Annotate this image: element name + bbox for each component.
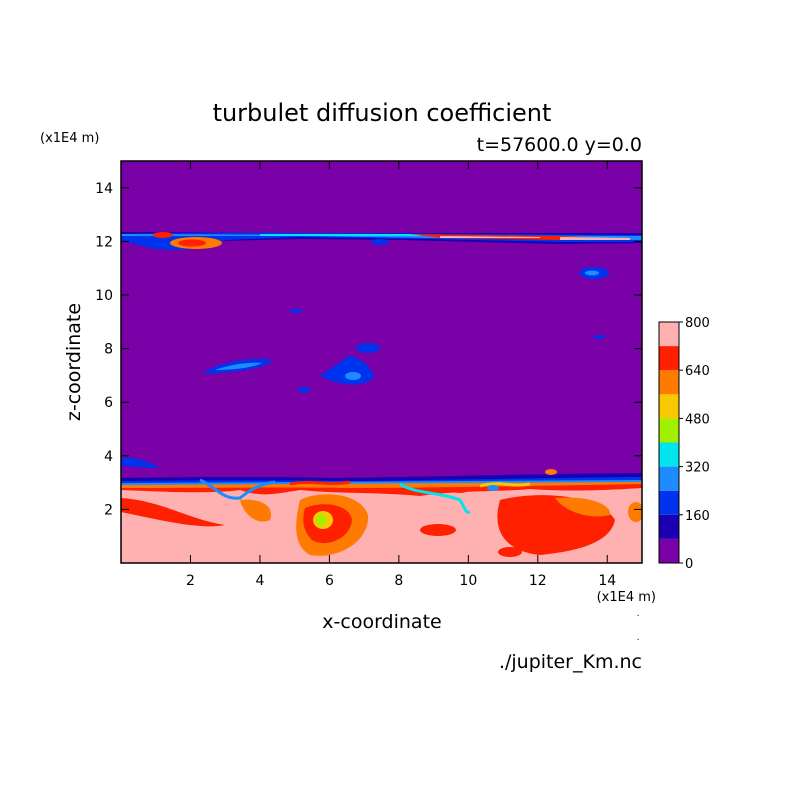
colorbar-tick-label: 480: [685, 412, 710, 427]
colorbar-tick-label: 0: [685, 557, 693, 572]
colorbar-segment: [659, 442, 679, 467]
colorbar-segment: [659, 466, 679, 491]
y-tick-label: 6: [104, 395, 113, 411]
x-tick-label: 8: [394, 573, 403, 589]
colorbar-segment: [659, 490, 679, 515]
footer-mark: .: [637, 609, 640, 619]
x-axis-label: x-coordinate: [322, 611, 441, 633]
y-tick-label: 12: [95, 234, 113, 250]
file-footer: ./jupiter_Km.nc: [499, 651, 642, 673]
colorbar-segment: [659, 538, 679, 563]
plot-frame: [120, 160, 643, 564]
x-tick-label: 14: [598, 573, 616, 589]
x-tick-label: 4: [255, 573, 264, 589]
y-tick-label: 2: [104, 502, 113, 518]
colorbar-frame: [658, 321, 680, 564]
colorbar-tick-label: 320: [685, 461, 710, 476]
colorbar-tick-label: 640: [685, 364, 710, 379]
mid-eddies: [203, 309, 605, 393]
y-axis-label: z-coordinate: [63, 303, 85, 421]
y-axis-ticks: 2 4 6 8 10 12 14: [95, 181, 642, 518]
lower-layer: [121, 473, 642, 563]
chart-title: turbulet diffusion coefficient: [213, 99, 552, 127]
upper-layer: [121, 232, 642, 279]
colorbar-segment: [659, 370, 679, 395]
colorbar-segment: [659, 322, 679, 347]
lower-layer-top-eddies: [121, 457, 557, 514]
colorbar-tick-label: 800: [685, 316, 710, 331]
y-tick-label: 4: [104, 449, 113, 465]
colorbar-segment: [659, 418, 679, 443]
plot-area: [121, 161, 642, 563]
x-tick-label: 12: [529, 573, 547, 589]
colorbar-ticks: 0 160 320 480 640 800: [679, 316, 710, 572]
colorbar-tick-label: 160: [685, 509, 710, 524]
x-scale-label: (x1E4 m): [597, 590, 656, 605]
chart-subtitle: t=57600.0 y=0.0: [477, 134, 642, 156]
colorbar-segment: [659, 394, 679, 419]
y-tick-label: 10: [95, 288, 113, 304]
x-tick-label: 2: [186, 573, 195, 589]
colorbar-segment: [659, 514, 679, 539]
x-axis-ticks: 2 4 6 8 10 12 14: [186, 161, 616, 589]
x-tick-label: 6: [325, 573, 334, 589]
footer-mark: .: [637, 633, 640, 643]
colorbar: [659, 322, 679, 563]
y-scale-label: (x1E4 m): [40, 131, 99, 146]
y-tick-label: 14: [95, 181, 113, 197]
y-tick-label: 8: [104, 342, 113, 358]
x-tick-label: 10: [459, 573, 477, 589]
colorbar-segment: [659, 346, 679, 371]
